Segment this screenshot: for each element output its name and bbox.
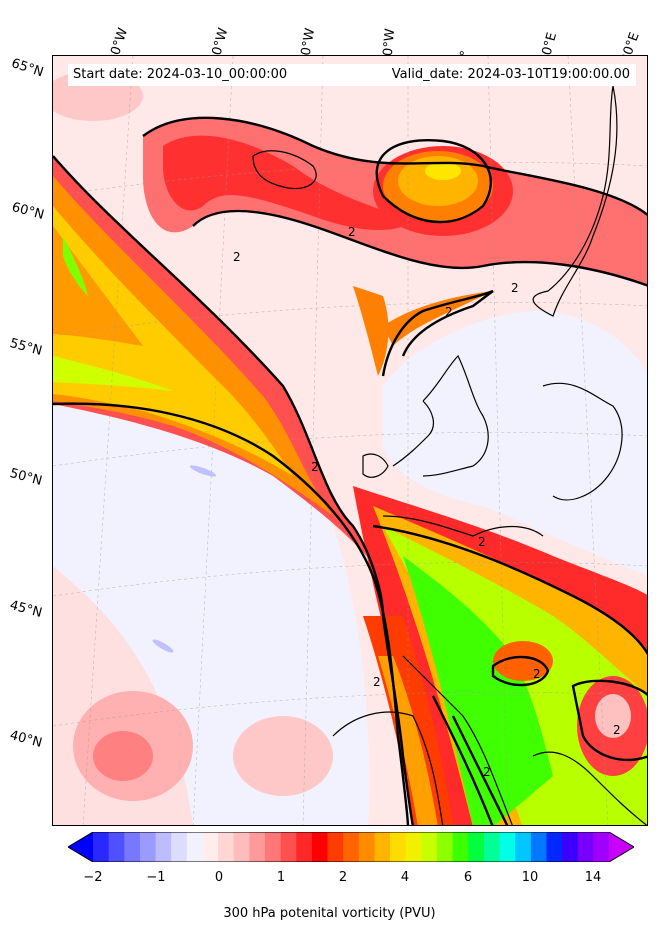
colorbar-extend-min xyxy=(68,832,93,862)
colorbar-segment xyxy=(171,832,188,862)
contour-label: 2 xyxy=(311,460,319,474)
colorbar-segment xyxy=(374,832,391,862)
contour-label: 2 xyxy=(613,723,621,737)
colorbar-segment xyxy=(390,832,407,862)
colorbar-label: 300 hPa potenital vorticity (PVU) xyxy=(223,906,436,921)
colorbar-segment xyxy=(249,832,266,862)
contour-label: 2 xyxy=(483,765,491,779)
colorbar-segment xyxy=(437,832,454,862)
colorbar-segment xyxy=(108,832,125,862)
lat-label-55n: 55°N xyxy=(8,336,44,359)
colorbar-segment xyxy=(233,832,250,862)
contour-label: 2 xyxy=(511,281,519,295)
colorbar-segment xyxy=(124,832,141,862)
colorbar-segment xyxy=(405,832,422,862)
contour-labels: 2 2 2 2 2 2 2 2 2 2 xyxy=(233,225,621,779)
colorbar-tick: 0 xyxy=(214,870,224,885)
colorbar-segment xyxy=(343,832,360,862)
colorbar-segment xyxy=(468,832,485,862)
colorbar-segment xyxy=(546,832,563,862)
colorbar-segment xyxy=(452,832,469,862)
lat-label-65n: 65°N xyxy=(9,56,46,81)
colorbar-segment xyxy=(280,832,297,862)
colorbar-segment xyxy=(577,832,594,862)
colorbar-segment xyxy=(139,832,157,862)
contour-label: 2 xyxy=(445,305,453,319)
colorbar-segment xyxy=(562,832,579,862)
contour-label: 2 xyxy=(348,225,356,239)
colorbar-segment xyxy=(483,832,501,862)
colorbar-tick: −1 xyxy=(146,870,166,885)
colorbar-segment xyxy=(421,832,438,862)
valid-date-label: Valid_date: 2024-03-10T19:00:00.00 xyxy=(391,67,630,82)
pv-field: 2 2 2 2 2 2 2 2 2 2 xyxy=(53,56,647,825)
colorbar-segment xyxy=(155,832,172,862)
colorbar-segment xyxy=(358,832,375,862)
colorbar-segment xyxy=(327,832,344,862)
colorbar-tick: 10 xyxy=(521,870,539,885)
colorbar-segment xyxy=(93,832,110,862)
contour-label: 2 xyxy=(533,667,541,681)
colorbar-segment xyxy=(530,832,547,862)
pv-map: 2 2 2 2 2 2 2 2 2 2 xyxy=(52,55,648,826)
colorbar-segment xyxy=(499,832,516,862)
contour-label: 2 xyxy=(233,250,241,264)
lat-label-45n: 45°N xyxy=(8,598,44,621)
colorbar-segment xyxy=(593,832,610,862)
lat-label-40n: 40°N xyxy=(8,728,44,751)
contour-label: 2 xyxy=(373,675,381,689)
colorbar-segment xyxy=(311,832,329,862)
contour-label: 2 xyxy=(478,535,486,549)
colorbar-tick: 2 xyxy=(338,870,348,885)
colorbar-tick: 14 xyxy=(584,870,602,885)
colorbar-segment xyxy=(296,832,313,862)
colorbar-tick: −2 xyxy=(83,870,103,885)
colorbar-segment xyxy=(218,832,235,862)
map-header: Start date: 2024-03-10_00:00:00 Valid_da… xyxy=(68,64,636,86)
colorbar-segment xyxy=(265,832,282,862)
colorbar-tick: 4 xyxy=(400,870,410,885)
colorbar-tick: 6 xyxy=(463,870,473,885)
colorbar-segment xyxy=(515,832,532,862)
colorbar xyxy=(68,832,634,862)
colorbar-segment xyxy=(186,832,203,862)
lat-label-50n: 50°N xyxy=(8,466,44,489)
start-date-label: Start date: 2024-03-10_00:00:00 xyxy=(73,67,288,82)
colorbar-segment xyxy=(202,832,219,862)
lat-label-60n: 60°N xyxy=(10,200,46,223)
colorbar-extend-max xyxy=(609,832,634,862)
colorbar-tick: 1 xyxy=(276,870,286,885)
